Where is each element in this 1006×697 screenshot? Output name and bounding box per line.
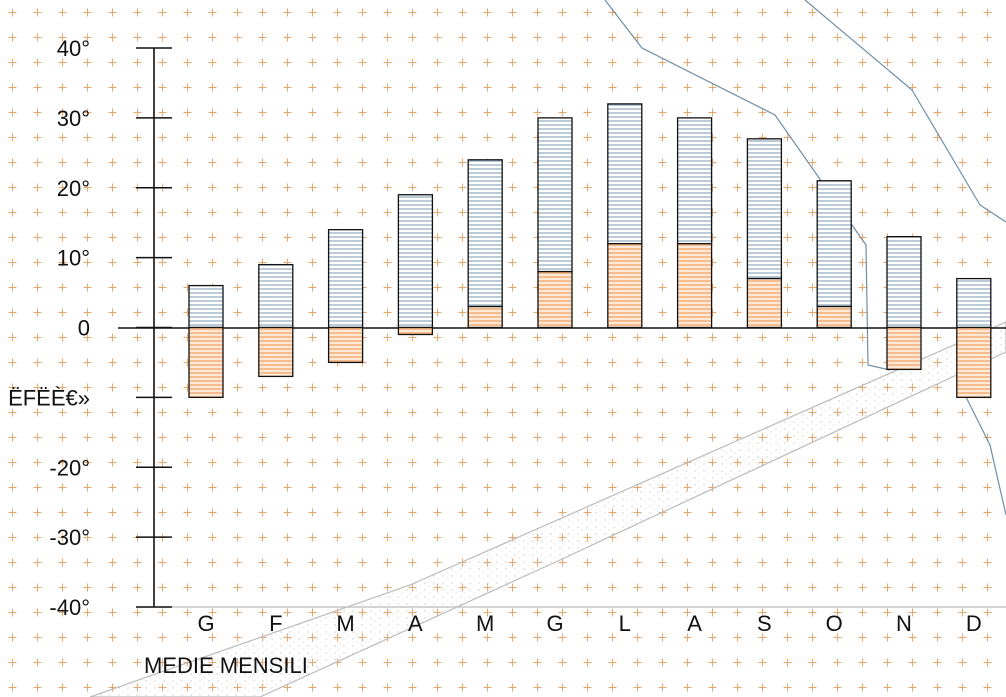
min-temp-bar	[676, 242, 713, 329]
x-category-label: A	[687, 611, 702, 636]
max-temp-bar	[886, 236, 922, 329]
y-tick-label: -40°	[49, 595, 90, 620]
max-temp-bar	[258, 263, 294, 329]
min-temp-bar	[188, 326, 224, 399]
y-tick-label: 30°	[57, 106, 90, 131]
max-temp-bar	[676, 117, 713, 245]
x-category-label: D	[966, 611, 982, 636]
y-tick-label: -20°	[49, 455, 90, 480]
min-temp-bar	[327, 326, 364, 364]
bars-layer	[188, 103, 992, 399]
y-tick-label: 10°	[57, 246, 90, 271]
y-tick-label: -30°	[49, 525, 90, 550]
x-category-label: G	[546, 611, 563, 636]
x-category-label: A	[408, 611, 423, 636]
max-temp-bar	[956, 277, 992, 329]
max-temp-bar	[537, 117, 573, 273]
y-tick-label: 0	[78, 316, 90, 341]
min-temp-bar	[397, 326, 434, 336]
min-temp-bar	[607, 242, 643, 329]
y-tick-label: 20°	[57, 176, 90, 201]
x-category-label: G	[197, 611, 214, 636]
x-category-label: L	[619, 611, 631, 636]
max-temp-bar	[188, 284, 224, 329]
y-tick-label: 40°	[57, 36, 90, 61]
x-category-label: M	[336, 611, 354, 636]
max-temp-bar	[816, 180, 852, 308]
min-temp-bar	[816, 305, 852, 329]
min-temp-bar	[886, 326, 922, 371]
x-category-label: F	[269, 611, 282, 636]
min-temp-bar	[537, 270, 573, 329]
max-temp-bar	[397, 194, 434, 329]
max-temp-bar	[607, 103, 643, 245]
map-boundary-line-3	[964, 394, 1006, 516]
min-temp-bar	[956, 326, 992, 399]
max-temp-bar	[327, 229, 364, 329]
chart-caption: MEDIE MENSILI	[144, 653, 308, 678]
road-band	[89, 321, 1006, 697]
x-category-label: M	[476, 611, 494, 636]
map-boundary-line	[604, 0, 891, 371]
x-category-label: S	[757, 611, 772, 636]
max-temp-bar	[467, 159, 503, 308]
x-category-label: N	[896, 611, 912, 636]
map-boundary-line-2	[804, 0, 1006, 223]
x-category-label: O	[826, 611, 843, 636]
y-axis-ticks: 40° 30° 20° 10° 0 ËFËÈ€» -20° -30° -40°	[8, 36, 172, 620]
min-temp-bar	[746, 277, 783, 329]
y-tick-label: ËFËÈ€»	[8, 385, 90, 410]
max-temp-bar	[746, 138, 783, 280]
min-temp-bar	[467, 305, 503, 329]
min-temp-bar	[258, 326, 294, 378]
